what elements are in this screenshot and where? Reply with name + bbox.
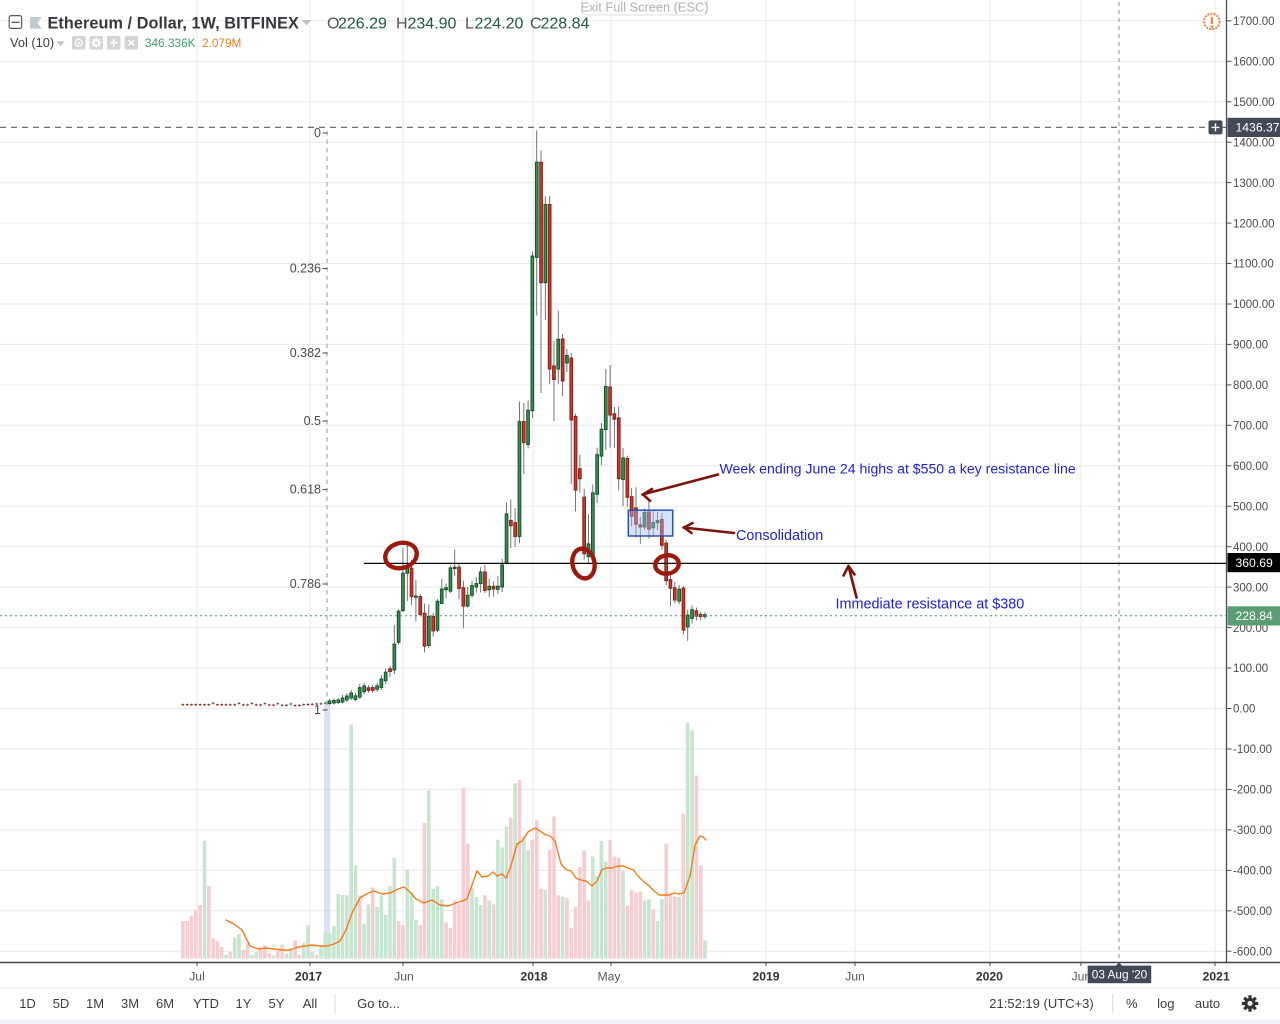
svg-text:400.00: 400.00 <box>1233 542 1268 554</box>
svg-text:228.84: 228.84 <box>541 16 590 33</box>
svg-text:1700.00: 1700.00 <box>1233 16 1275 28</box>
svg-text:Jun: Jun <box>394 970 414 984</box>
svg-text:1200.00: 1200.00 <box>1233 218 1275 230</box>
svg-text:Immediate resistance at $380: Immediate resistance at $380 <box>836 597 1025 613</box>
svg-text:1600.00: 1600.00 <box>1233 57 1275 69</box>
svg-text:224.20: 224.20 <box>475 16 524 33</box>
svg-text:Go to...: Go to... <box>357 996 400 1011</box>
svg-text:5Y: 5Y <box>269 996 285 1011</box>
svg-text:1436.37: 1436.37 <box>1236 121 1280 135</box>
svg-text:2.079M: 2.079M <box>202 36 241 50</box>
svg-text:2018: 2018 <box>520 970 547 984</box>
svg-text:YTD: YTD <box>193 996 219 1011</box>
svg-text:360.69: 360.69 <box>1236 556 1273 570</box>
svg-text:Vol (10): Vol (10) <box>10 35 54 50</box>
svg-text:0.786: 0.786 <box>290 577 321 591</box>
svg-text:-300.00: -300.00 <box>1233 825 1272 837</box>
svg-text:500.00: 500.00 <box>1233 501 1268 513</box>
svg-text:346.336K: 346.336K <box>145 36 196 50</box>
svg-text:0.618: 0.618 <box>290 483 321 497</box>
svg-text:0.382: 0.382 <box>290 346 321 360</box>
svg-text:-600.00: -600.00 <box>1233 946 1272 958</box>
svg-text:H: H <box>396 16 408 33</box>
svg-text:Consolidation: Consolidation <box>736 528 823 544</box>
svg-text:700.00: 700.00 <box>1233 421 1268 433</box>
svg-text:Jun: Jun <box>1071 970 1091 984</box>
svg-text:100.00: 100.00 <box>1233 663 1268 675</box>
svg-text:Jul: Jul <box>189 970 205 984</box>
svg-text:5D: 5D <box>53 996 70 1011</box>
svg-text:Exit Full Screen (ESC): Exit Full Screen (ESC) <box>580 0 708 15</box>
svg-text:1500.00: 1500.00 <box>1233 97 1275 109</box>
svg-text:1D: 1D <box>19 996 36 1011</box>
svg-text:200.00: 200.00 <box>1233 623 1268 635</box>
svg-text:auto: auto <box>1195 996 1220 1011</box>
svg-text:1Y: 1Y <box>236 996 252 1011</box>
svg-text:L: L <box>465 16 474 33</box>
svg-text:1: 1 <box>314 703 321 717</box>
svg-text:Week ending June 24 highs at $: Week ending June 24 highs at $550 a key … <box>720 461 1076 477</box>
svg-text:6M: 6M <box>156 996 174 1011</box>
svg-text:600.00: 600.00 <box>1233 461 1268 473</box>
svg-text:0.5: 0.5 <box>304 414 321 428</box>
svg-text:1300.00: 1300.00 <box>1233 178 1275 190</box>
svg-text:900.00: 900.00 <box>1233 340 1268 352</box>
svg-text:1100.00: 1100.00 <box>1233 259 1274 271</box>
svg-text:May: May <box>597 970 621 984</box>
svg-text:-100.00: -100.00 <box>1233 744 1272 756</box>
svg-text:0: 0 <box>314 126 321 140</box>
svg-text:226.29: 226.29 <box>338 16 387 33</box>
svg-text:All: All <box>303 996 318 1011</box>
svg-text:2020: 2020 <box>976 970 1003 984</box>
svg-text:0.236: 0.236 <box>290 262 321 276</box>
svg-text:C: C <box>530 16 542 33</box>
svg-text:300.00: 300.00 <box>1233 582 1268 594</box>
svg-text:21:52:19 (UTC+3): 21:52:19 (UTC+3) <box>989 996 1093 1011</box>
svg-text:2019: 2019 <box>752 970 779 984</box>
svg-text:2021: 2021 <box>1203 970 1230 984</box>
svg-text:228.84: 228.84 <box>1236 609 1273 623</box>
svg-text:Jun: Jun <box>845 970 865 984</box>
svg-text:-200.00: -200.00 <box>1233 785 1272 797</box>
svg-text:O: O <box>327 16 339 33</box>
svg-text:800.00: 800.00 <box>1233 380 1268 392</box>
svg-text:Ethereum / Dollar, 1W, BITFINE: Ethereum / Dollar, 1W, BITFINEX <box>48 15 299 33</box>
svg-text:3M: 3M <box>121 996 139 1011</box>
svg-text:0.00: 0.00 <box>1233 704 1255 716</box>
svg-text:1M: 1M <box>86 996 104 1011</box>
svg-text:log: log <box>1157 996 1174 1011</box>
svg-text:%: % <box>1126 996 1138 1011</box>
svg-text:2017: 2017 <box>295 970 322 984</box>
svg-text:234.90: 234.90 <box>408 16 457 33</box>
svg-text:1000.00: 1000.00 <box>1233 299 1275 311</box>
svg-text:-500.00: -500.00 <box>1233 906 1272 918</box>
svg-text:1400.00: 1400.00 <box>1233 137 1275 149</box>
svg-text:03 Aug '20: 03 Aug '20 <box>1092 967 1148 981</box>
svg-text:-400.00: -400.00 <box>1233 866 1272 878</box>
